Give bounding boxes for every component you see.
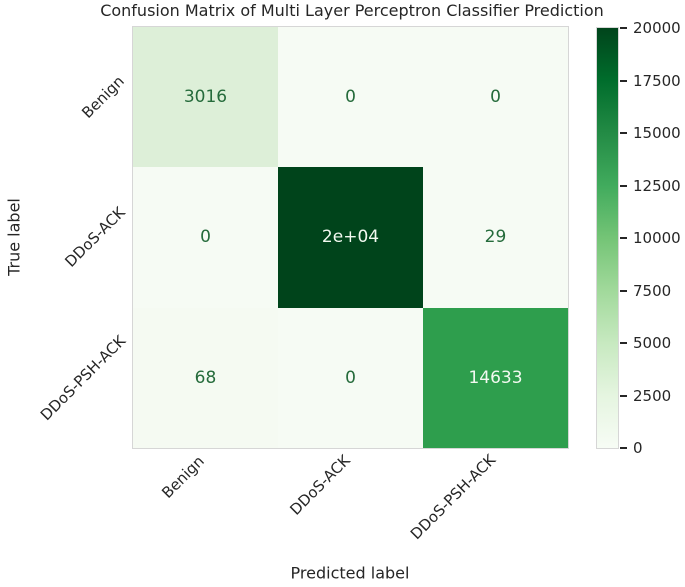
colorbar-tick-label: 7500 [633, 281, 672, 300]
colorbar-tick-label: 10000 [633, 229, 681, 247]
colorbar-tick-mark [620, 447, 627, 449]
colorbar-tick-label: 5000 [633, 334, 672, 352]
colorbar-tick-mark [620, 132, 627, 134]
colorbar-gradient [596, 27, 619, 449]
matrix-cell-r0c0: 3016 [133, 27, 278, 168]
colorbar-tick-mark [620, 342, 627, 344]
x-axis-title: Predicted label [290, 563, 410, 583]
colorbar-tick-label: 12500 [633, 176, 681, 195]
matrix-cell-r2c0: 68 [133, 307, 278, 448]
colorbar-tick-label: 20000 [633, 19, 681, 37]
matrix-cell-r0c2: 0 [423, 27, 568, 168]
matrix-cell-r1c2: 29 [423, 167, 568, 308]
colorbar-tick-mark [620, 394, 627, 397]
chart-title: Confusion Matrix of Multi Layer Perceptr… [100, 1, 604, 20]
colorbar-tick-label: 0 [633, 439, 643, 457]
matrix-cell-r1c0: 0 [133, 167, 278, 308]
colorbar-tick-mark [620, 289, 627, 292]
colorbar-tick-mark [620, 79, 627, 82]
matrix-cell-r2c1: 0 [278, 307, 423, 448]
colorbar-tick-mark [620, 184, 627, 187]
colorbar-tick-label: 2500 [633, 386, 672, 405]
heatmap-grid: 3016 0 0 0 2e+04 29 68 0 14633 [132, 26, 569, 449]
colorbar-tick-label: 17500 [633, 71, 681, 90]
matrix-cell-r2c2: 14633 [423, 307, 568, 448]
colorbar-tick-mark [620, 27, 627, 29]
matrix-cell-r0c1: 0 [278, 27, 423, 168]
colorbar-tick-mark [620, 237, 627, 239]
colorbar-tick-label: 15000 [633, 124, 681, 142]
matrix-cell-r1c1: 2e+04 [278, 167, 423, 308]
